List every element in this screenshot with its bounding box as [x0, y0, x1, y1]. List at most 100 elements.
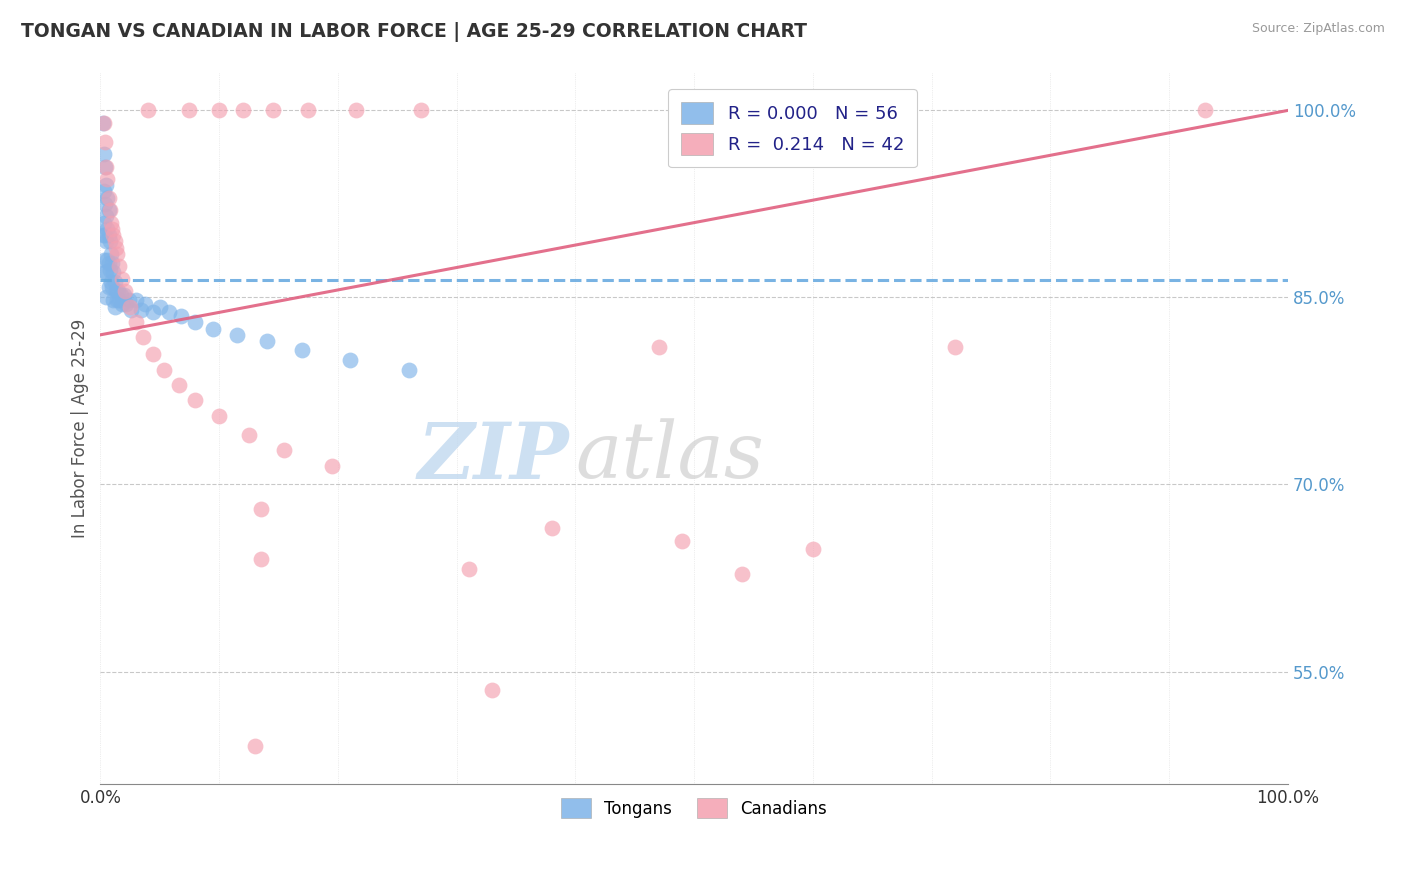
- Point: [149, 301, 172, 315]
- Point: [136, 103, 159, 118]
- Text: TONGAN VS CANADIAN IN LABOR FORCE | AGE 25-29 CORRELATION CHART: TONGAN VS CANADIAN IN LABOR FORCE | AGE …: [21, 22, 807, 42]
- Point: [167, 377, 190, 392]
- Point: [96, 160, 118, 174]
- Point: [1194, 103, 1216, 118]
- Point: [96, 253, 118, 268]
- Point: [481, 683, 503, 698]
- Point: [321, 458, 343, 473]
- Point: [208, 409, 231, 423]
- Point: [93, 147, 115, 161]
- Point: [96, 222, 118, 236]
- Point: [105, 247, 128, 261]
- Point: [97, 280, 120, 294]
- Point: [93, 185, 115, 199]
- Point: [108, 293, 131, 307]
- Y-axis label: In Labor Force | Age 25-29: In Labor Force | Age 25-29: [72, 318, 89, 538]
- Point: [104, 284, 127, 298]
- Point: [94, 265, 117, 279]
- Point: [114, 284, 136, 298]
- Point: [184, 315, 207, 329]
- Point: [98, 203, 121, 218]
- Text: atlas: atlas: [575, 418, 763, 495]
- Point: [647, 340, 669, 354]
- Point: [801, 542, 824, 557]
- Point: [129, 302, 152, 317]
- Point: [142, 305, 165, 319]
- Point: [96, 172, 118, 186]
- Point: [94, 197, 117, 211]
- Point: [97, 255, 120, 269]
- Point: [153, 363, 176, 377]
- Point: [540, 521, 562, 535]
- Point: [96, 265, 118, 279]
- Point: [157, 305, 180, 319]
- Point: [93, 253, 115, 268]
- Point: [226, 327, 249, 342]
- Point: [111, 296, 134, 310]
- Point: [115, 296, 138, 310]
- Point: [179, 103, 201, 118]
- Point: [398, 363, 420, 377]
- Point: [103, 293, 125, 307]
- Point: [273, 442, 295, 457]
- Point: [110, 288, 132, 302]
- Point: [96, 210, 118, 224]
- Text: Source: ZipAtlas.com: Source: ZipAtlas.com: [1251, 22, 1385, 36]
- Point: [731, 567, 754, 582]
- Point: [97, 228, 120, 243]
- Point: [101, 255, 124, 269]
- Point: [249, 502, 271, 516]
- Point: [94, 228, 117, 243]
- Point: [97, 203, 120, 218]
- Point: [344, 103, 367, 118]
- Text: ZIP: ZIP: [418, 418, 569, 495]
- Point: [118, 301, 141, 315]
- Point: [93, 116, 115, 130]
- Point: [232, 103, 254, 118]
- Point: [96, 290, 118, 304]
- Point: [104, 276, 127, 290]
- Point: [339, 352, 361, 367]
- Point: [184, 392, 207, 407]
- Point: [142, 346, 165, 360]
- Point: [93, 216, 115, 230]
- Point: [132, 330, 155, 344]
- Point: [671, 533, 693, 548]
- Point: [101, 222, 124, 236]
- Point: [208, 103, 231, 118]
- Point: [94, 135, 117, 149]
- Point: [249, 552, 271, 566]
- Point: [409, 103, 432, 118]
- Point: [945, 340, 967, 354]
- Point: [96, 191, 118, 205]
- Point: [94, 160, 117, 174]
- Point: [457, 562, 479, 576]
- Point: [100, 247, 122, 261]
- Point: [104, 235, 127, 249]
- Point: [125, 293, 148, 307]
- Point: [238, 427, 260, 442]
- Point: [91, 228, 114, 243]
- Point: [108, 259, 131, 273]
- Point: [96, 178, 118, 193]
- Legend: Tongans, Canadians: Tongans, Canadians: [554, 791, 834, 825]
- Point: [111, 271, 134, 285]
- Point: [103, 228, 125, 243]
- Point: [100, 216, 122, 230]
- Point: [134, 296, 156, 310]
- Point: [105, 293, 128, 307]
- Point: [97, 191, 120, 205]
- Point: [103, 265, 125, 279]
- Point: [100, 276, 122, 290]
- Point: [112, 288, 135, 302]
- Point: [96, 235, 118, 249]
- Point: [118, 293, 141, 307]
- Point: [98, 235, 121, 249]
- Point: [101, 280, 124, 294]
- Point: [98, 263, 121, 277]
- Point: [107, 284, 129, 298]
- Point: [104, 301, 127, 315]
- Point: [104, 241, 127, 255]
- Point: [91, 116, 114, 130]
- Point: [170, 309, 193, 323]
